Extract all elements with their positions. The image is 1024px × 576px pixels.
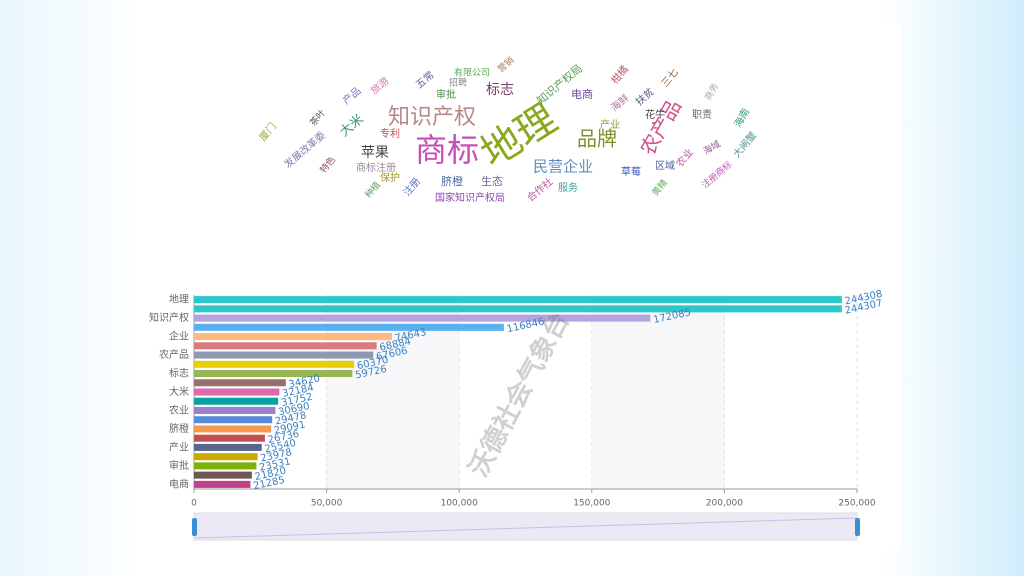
- bar: [194, 443, 262, 451]
- cloud-word: 苹果: [361, 145, 389, 161]
- bar: [194, 416, 273, 424]
- cloud-word: 区域: [655, 159, 675, 172]
- cloud-word: 有限公司: [454, 67, 490, 79]
- bar: [194, 471, 252, 479]
- bar: [194, 370, 353, 378]
- bar: [194, 360, 355, 368]
- y-tick-label: 脐橙: [169, 422, 189, 435]
- y-tick-label: 大米: [169, 385, 189, 398]
- panel: [135, 22, 902, 550]
- cloud-word: 知识产权: [388, 105, 476, 130]
- cloud-word: 品牌: [577, 127, 617, 151]
- cloud-word: 保护: [380, 171, 400, 184]
- bar: [194, 453, 258, 461]
- bar: [194, 397, 279, 405]
- cloud-word: 脐橙: [441, 174, 463, 188]
- bar: [194, 480, 251, 488]
- bar: [194, 296, 842, 304]
- bar: [194, 434, 265, 442]
- y-tick-label: 产业: [169, 440, 189, 453]
- cloud-word: 审批: [436, 88, 456, 101]
- x-tick-label: 200,000: [706, 499, 743, 509]
- bar: [194, 379, 286, 387]
- x-tick-label: 250,000: [838, 499, 875, 509]
- cloud-word: 招聘: [449, 77, 467, 89]
- zoom-shadow: [193, 517, 858, 539]
- cloud-word: 商标注册: [356, 161, 396, 174]
- cloud-word: 生态: [481, 174, 503, 188]
- zoom-handle[interactable]: [855, 518, 860, 536]
- y-tick-label: 知识产权: [149, 311, 189, 324]
- y-tick-label: 农产品: [159, 348, 189, 361]
- y-tick-label: 地理: [169, 293, 189, 306]
- cloud-word: 职责: [692, 108, 712, 121]
- bar: [194, 406, 276, 414]
- x-tick-label: 50,000: [311, 499, 343, 509]
- bar: [194, 323, 504, 331]
- bar: [194, 333, 392, 341]
- cloud-word: 花牛: [645, 108, 665, 121]
- zoom-handle[interactable]: [192, 518, 197, 536]
- x-tick-label: 0: [191, 499, 197, 509]
- x-tick-label: 150,000: [573, 499, 610, 509]
- cloud-word: 专利: [380, 127, 400, 140]
- y-tick-label: 农业: [169, 403, 189, 416]
- cloud-word: 国家知识产权局: [435, 191, 505, 204]
- zoom-track[interactable]: [193, 512, 858, 541]
- cloud-word: 服务: [558, 181, 578, 194]
- bar: [194, 342, 377, 350]
- y-tick-label: 标志: [169, 367, 189, 380]
- bar: [194, 462, 257, 470]
- bar: [194, 351, 374, 359]
- cloud-word: 商标: [415, 131, 479, 169]
- bar: [194, 425, 272, 433]
- y-tick-label: 电商: [169, 477, 189, 490]
- bar: [194, 314, 651, 322]
- cloud-word: 草莓: [621, 166, 641, 178]
- y-tick-label: 企业: [169, 330, 189, 343]
- split-area: [591, 295, 725, 489]
- cloud-word: 电商: [571, 87, 593, 101]
- bar: [194, 305, 842, 313]
- cloud-word: 民营企业: [533, 158, 593, 176]
- cloud-word: 标志: [486, 82, 514, 98]
- x-tick-label: 100,000: [441, 499, 478, 509]
- bar: [194, 388, 280, 396]
- data-zoom[interactable]: [192, 512, 860, 541]
- y-tick-label: 审批: [169, 459, 189, 472]
- cloud-word: 产业: [600, 118, 620, 131]
